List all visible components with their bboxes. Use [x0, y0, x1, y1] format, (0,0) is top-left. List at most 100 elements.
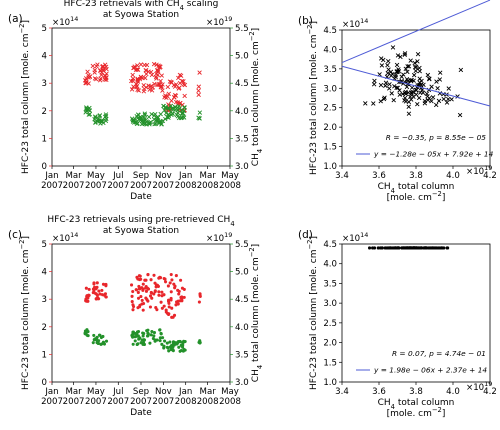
data-point	[406, 104, 411, 109]
data-point	[435, 86, 440, 91]
y-scale: ×1014	[342, 231, 368, 244]
y-tick-label: 3.5	[323, 65, 337, 75]
y-tick-label: 2.5	[323, 104, 337, 114]
data-point	[409, 85, 415, 90]
x-tick-label: 2007	[152, 181, 174, 191]
y-right-tick-label: 5.5	[235, 24, 249, 34]
data-point	[92, 116, 97, 122]
data-point	[385, 62, 390, 68]
data-point	[146, 114, 152, 120]
data-point	[162, 293, 166, 297]
panel-label: (c)	[8, 229, 22, 241]
y-left-scale-part: ×10	[52, 18, 70, 28]
data-point	[87, 287, 91, 291]
x-tick-label: 2008	[175, 181, 197, 191]
data-point	[148, 305, 152, 309]
y-left-scale-part: 14	[70, 231, 78, 239]
y-axis-label-part: −2	[306, 240, 314, 250]
data-point	[149, 278, 153, 282]
data-point	[158, 339, 162, 343]
data-point	[98, 118, 104, 124]
data-point	[133, 331, 137, 335]
data-point	[138, 274, 142, 278]
data-point	[134, 83, 140, 89]
data-point	[91, 341, 95, 345]
data-point	[159, 300, 163, 304]
y-left-axis-label-part: ]	[21, 236, 31, 240]
data-point	[198, 292, 202, 296]
y-left-tick-label: 4	[42, 52, 47, 62]
data-point	[83, 80, 88, 86]
x-axis-label: Date	[130, 192, 152, 202]
plot-frame	[341, 29, 491, 167]
data-point	[140, 338, 144, 342]
data-point	[162, 304, 166, 308]
data-point	[97, 113, 103, 118]
data-point	[144, 296, 148, 300]
data-point	[177, 85, 182, 90]
data-point	[131, 289, 135, 294]
y-tick-label: 4.5	[323, 26, 337, 36]
data-point	[160, 88, 165, 93]
data-point	[87, 112, 92, 117]
chart-title-part: HFC-23 retrievals with CH	[64, 0, 180, 9]
data-point	[85, 106, 90, 112]
data-point	[458, 67, 464, 73]
data-point	[372, 78, 377, 84]
data-point	[457, 112, 463, 118]
data-point	[183, 348, 187, 352]
y-tick-label: 1.0	[323, 378, 337, 388]
data-point	[165, 341, 169, 345]
data-point	[93, 119, 98, 125]
data-point	[197, 110, 203, 115]
data-point	[177, 72, 183, 78]
series-red	[84, 272, 202, 319]
data-point	[434, 79, 439, 84]
series-points	[367, 246, 450, 250]
data-point	[95, 295, 100, 300]
x-tick-label: 3.4	[335, 171, 349, 181]
x-scale: ×1019	[466, 164, 492, 177]
data-point	[170, 106, 175, 111]
data-point	[104, 284, 108, 288]
data-point	[413, 88, 419, 93]
y-right-axis-label-part: total column [mole. cm	[251, 41, 261, 149]
data-point	[170, 306, 174, 310]
data-point	[93, 114, 98, 119]
data-point	[408, 246, 412, 250]
data-point	[379, 63, 385, 68]
data-point	[387, 86, 392, 91]
data-point	[135, 63, 140, 68]
data-point	[172, 282, 176, 286]
data-point	[91, 287, 95, 291]
x-axis-label-units-part: −2	[432, 406, 442, 414]
data-point	[182, 82, 188, 88]
y-left-tick-label: 4	[42, 268, 47, 278]
data-point	[171, 82, 177, 88]
data-point	[176, 340, 180, 344]
y-tick-label: 3.0	[323, 84, 337, 94]
data-point	[430, 95, 436, 100]
data-point	[147, 122, 152, 127]
data-point	[418, 90, 423, 95]
data-point	[197, 70, 202, 75]
data-point	[197, 300, 201, 304]
data-point	[155, 338, 159, 342]
data-point	[406, 64, 412, 69]
data-point	[406, 99, 412, 105]
y-left-scale: ×1014	[52, 231, 78, 244]
x-tick-label: Mar	[65, 387, 82, 397]
data-point	[154, 76, 159, 81]
data-point	[176, 103, 182, 109]
y-tick-label: 2.5	[323, 319, 337, 329]
y-left-axis-label-part: ]	[21, 20, 31, 24]
data-point	[178, 299, 182, 303]
data-point	[439, 246, 443, 250]
y-left-axis-label-part: HFC-23 total column [mole. cm	[21, 249, 31, 389]
data-point	[135, 87, 140, 93]
data-point	[156, 284, 161, 288]
data-point	[390, 45, 396, 50]
data-point	[386, 67, 391, 72]
data-point	[135, 79, 141, 84]
data-point	[141, 308, 145, 312]
